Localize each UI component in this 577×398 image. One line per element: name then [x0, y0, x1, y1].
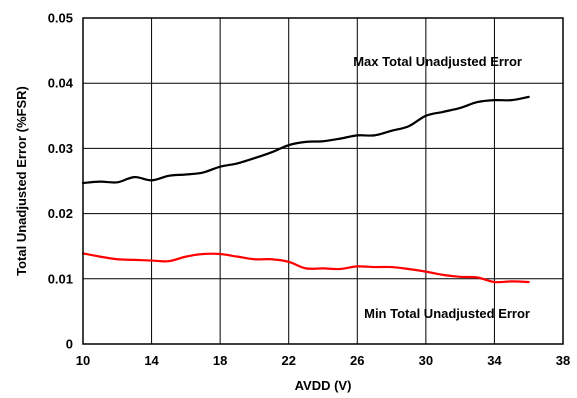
x-tick-label: 26: [350, 353, 364, 368]
y-tick-label: 0.04: [48, 76, 74, 91]
annotation-max-error: Max Total Unadjusted Error: [353, 54, 522, 69]
x-tick-label: 22: [281, 353, 295, 368]
y-tick-label: 0.01: [48, 271, 73, 286]
plot-frame: [82, 17, 564, 345]
y-tick-label: 0.03: [48, 141, 73, 156]
y-tick-label: 0: [66, 337, 73, 352]
y-tick-label: 0.02: [48, 206, 73, 221]
x-tick-label: 18: [213, 353, 227, 368]
x-tick-label: 10: [76, 353, 90, 368]
series-line-max-error: [81, 95, 530, 185]
y-tick-label: 0.05: [48, 11, 73, 26]
x-tick-label: 30: [419, 353, 433, 368]
x-tick-label: 34: [487, 353, 502, 368]
series-line-min-error: [81, 252, 530, 284]
x-tick-label: 38: [556, 353, 570, 368]
x-tick-labels: 10 14 18 22 26 30 34 38: [76, 353, 570, 368]
y-axis-title: Total Unadjusted Error (%FSR): [14, 86, 29, 276]
x-axis-title: AVDD (V): [295, 378, 352, 393]
annotation-min-error: Min Total Unadjusted Error: [364, 306, 530, 321]
series-layer: [81, 95, 530, 284]
y-tick-labels: 0 0.01 0.02 0.03 0.04 0.05: [48, 11, 74, 352]
x-tick-label: 14: [144, 353, 159, 368]
